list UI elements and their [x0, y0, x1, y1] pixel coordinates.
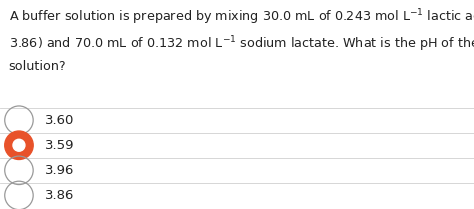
Ellipse shape	[5, 131, 33, 159]
Text: A buffer solution is prepared by mixing 30.0 mL of 0.243 mol L$^{-1}$ lactic aci: A buffer solution is prepared by mixing …	[9, 7, 474, 73]
Text: 3.60: 3.60	[45, 114, 74, 127]
Ellipse shape	[13, 139, 25, 151]
Text: 3.96: 3.96	[45, 164, 74, 177]
Text: 3.59: 3.59	[45, 139, 74, 152]
Text: 3.86: 3.86	[45, 189, 74, 202]
